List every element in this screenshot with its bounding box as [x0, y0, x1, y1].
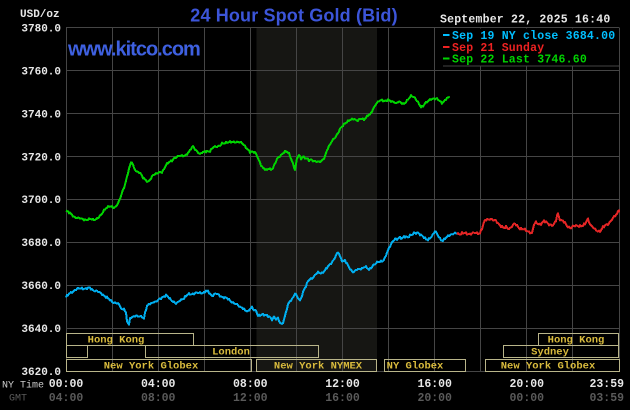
svg-text:3700.0: 3700.0	[21, 195, 61, 207]
svg-text:3760.0: 3760.0	[21, 66, 61, 78]
svg-text:23:59: 23:59	[589, 378, 624, 391]
svg-text:GMT: GMT	[9, 394, 27, 405]
svg-text:03:59: 03:59	[589, 392, 624, 405]
svg-text:USD/oz: USD/oz	[20, 9, 60, 21]
svg-text:Sep 22 Last 3746.60: Sep 22 Last 3746.60	[452, 54, 587, 67]
svg-text:NY Time: NY Time	[2, 380, 44, 392]
svg-text:New York NYMEX: New York NYMEX	[274, 361, 363, 373]
svg-text:00:00: 00:00	[510, 392, 545, 405]
svg-text:Hong Kong: Hong Kong	[88, 335, 145, 347]
svg-text:04:00: 04:00	[141, 378, 176, 391]
svg-text:Sydney: Sydney	[531, 347, 570, 359]
svg-text:3680.0: 3680.0	[21, 238, 61, 250]
svg-text:3720.0: 3720.0	[21, 152, 61, 164]
svg-text:16:00: 16:00	[325, 392, 360, 405]
svg-text:www.kitco.com: www.kitco.com	[67, 39, 200, 61]
svg-text:New York Globex: New York Globex	[104, 361, 199, 373]
svg-text:3780.0: 3780.0	[21, 24, 61, 36]
svg-text:3640.0: 3640.0	[21, 324, 61, 336]
svg-text:12:00: 12:00	[325, 378, 360, 391]
svg-text:Sep 19 NY close 3684.00: Sep 19 NY close 3684.00	[452, 30, 615, 43]
svg-text:24 Hour Spot Gold (Bid): 24 Hour Spot Gold (Bid)	[190, 6, 397, 26]
svg-text:NY Globex: NY Globex	[387, 361, 444, 373]
svg-text:20:00: 20:00	[510, 378, 545, 391]
svg-text:00:00: 00:00	[49, 378, 84, 391]
svg-text:04:00: 04:00	[49, 392, 84, 405]
svg-text:12:00: 12:00	[233, 392, 268, 405]
svg-text:3660.0: 3660.0	[21, 281, 61, 293]
svg-text:September 22, 2025 16:40: September 22, 2025 16:40	[440, 14, 610, 27]
svg-text:New York Globex: New York Globex	[501, 361, 596, 373]
svg-text:16:00: 16:00	[417, 378, 452, 391]
svg-text:Sep 21 Sunday: Sep 21 Sunday	[452, 42, 544, 55]
svg-text:08:00: 08:00	[233, 378, 268, 391]
svg-text:Hong Kong: Hong Kong	[548, 335, 605, 347]
svg-text:20:00: 20:00	[417, 392, 452, 405]
svg-text:London: London	[212, 347, 250, 359]
svg-text:08:00: 08:00	[141, 392, 176, 405]
svg-text:3740.0: 3740.0	[21, 109, 61, 121]
svg-text:3620.0: 3620.0	[21, 367, 61, 379]
